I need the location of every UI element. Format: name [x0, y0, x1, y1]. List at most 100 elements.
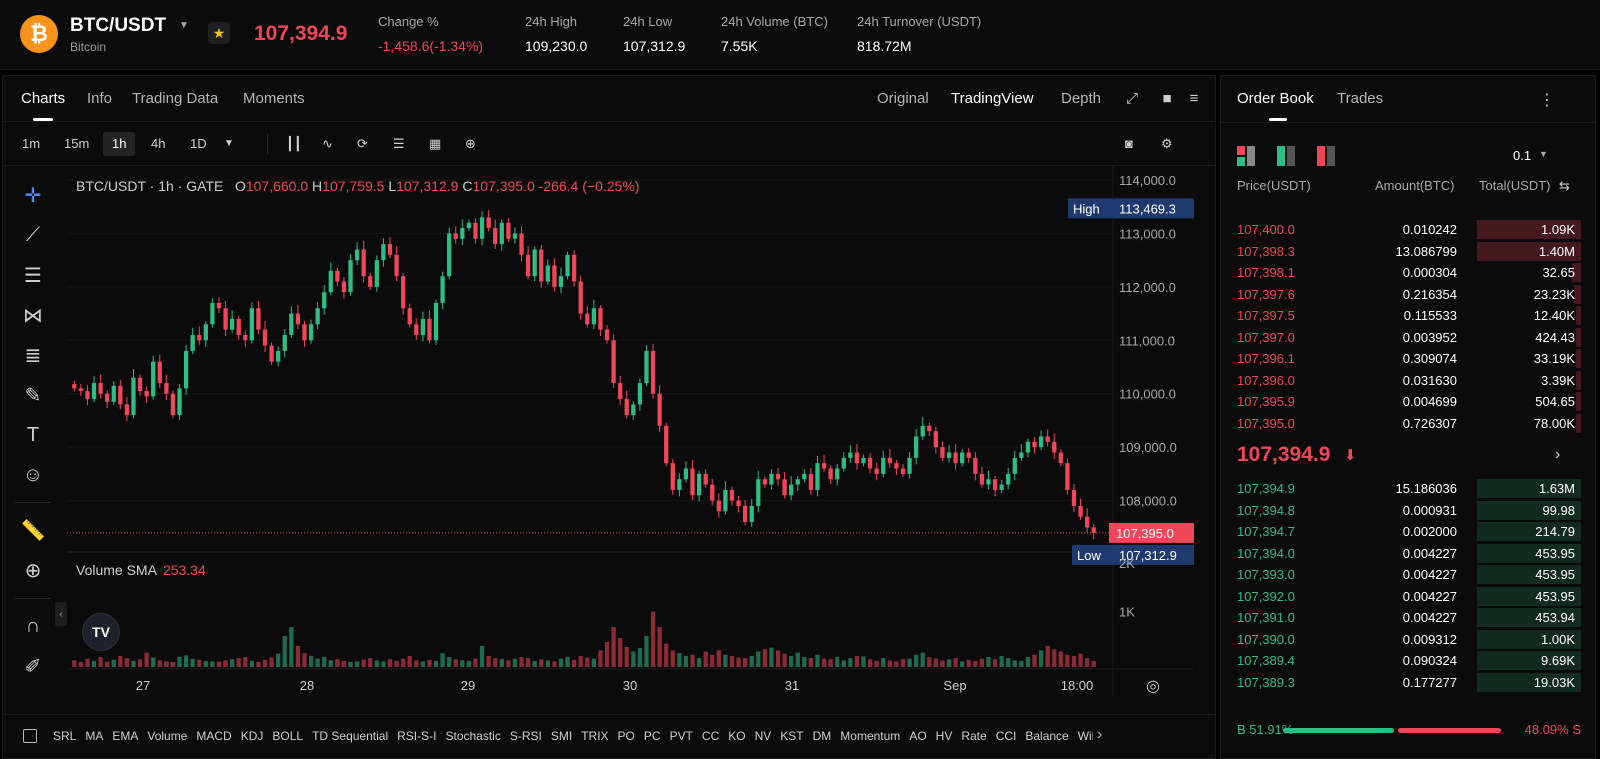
indicators-icon[interactable]: ∿ [322, 136, 333, 151]
ask-row[interactable]: 107,398.1 0.000304 32.65 [1221, 262, 1597, 283]
indicator-item[interactable]: S-RSI [509, 729, 542, 743]
pair-selector[interactable]: BTC/USDT [70, 15, 167, 36]
tab-moments[interactable]: Moments [243, 90, 305, 107]
indicator-item[interactable]: EMA [112, 729, 139, 743]
indicator-item[interactable]: MACD [196, 729, 232, 743]
refresh-icon[interactable]: ⟳ [357, 136, 368, 151]
brush-icon[interactable]: ✎ [24, 384, 42, 407]
chevron-down-icon[interactable]: ▼ [224, 138, 234, 149]
indicator-item[interactable]: Rate [961, 729, 987, 743]
interval-1d[interactable]: 1D [190, 136, 207, 151]
interval-1h[interactable]: 1h [103, 132, 136, 156]
trend-line-icon[interactable]: ⟋ [26, 223, 40, 246]
bid-row[interactable]: 107,389.4 0.090324 9.69K [1221, 650, 1597, 671]
bid-row[interactable]: 107,390.0 0.009312 1.00K [1221, 629, 1597, 650]
indicator-item[interactable]: KDJ [240, 729, 264, 743]
indicator-item[interactable]: TD Sequential [312, 729, 389, 743]
swap-icon[interactable]: ⇆ [1559, 178, 1570, 193]
camera-icon[interactable]: ◙ [1125, 136, 1133, 151]
view-tradingview[interactable]: TradingView [951, 90, 1034, 107]
interval-1m[interactable]: 1m [22, 136, 41, 151]
ask-row[interactable]: 107,395.9 0.004699 504.65 [1221, 391, 1597, 412]
indicator-item[interactable]: Balance [1025, 729, 1069, 743]
indicator-item[interactable]: AO [909, 729, 927, 743]
bid-row[interactable]: 107,394.8 0.000931 99.98 [1221, 500, 1597, 521]
star-favorite-icon[interactable]: ★ [208, 22, 230, 44]
bid-row[interactable]: 107,394.7 0.002000 214.79 [1221, 521, 1597, 542]
indicator-item[interactable]: RSI-S-I [397, 729, 437, 743]
window-icon[interactable]: ■ [1162, 90, 1172, 107]
indicator-item[interactable]: PVT [669, 729, 693, 743]
tradingview-logo-icon[interactable]: TV [82, 613, 120, 651]
tab-info[interactable]: Info [87, 90, 113, 107]
ask-row[interactable]: 107,397.6 0.216354 23.23K [1221, 284, 1597, 305]
indicator-item[interactable]: MA [85, 729, 104, 743]
chevron-down-icon[interactable]: ▼ [1539, 149, 1548, 159]
tab-charts[interactable]: Charts [21, 90, 66, 121]
indicator-item[interactable]: NV [754, 729, 772, 743]
magnet-icon[interactable]: ∩ [25, 614, 41, 637]
layout-grid-icon[interactable]: ▦ [429, 136, 442, 151]
indicator-item[interactable]: TRIX [581, 729, 609, 743]
indicator-item[interactable]: HV [935, 729, 953, 743]
bid-row[interactable]: 107,391.0 0.004227 453.94 [1221, 607, 1597, 628]
view-original[interactable]: Original [877, 90, 929, 107]
candlestick-type-icon[interactable]: ┃┃ [286, 136, 302, 151]
ask-row[interactable]: 107,397.0 0.003952 424.43 [1221, 327, 1597, 348]
fib-icon[interactable]: ≣ [24, 344, 42, 367]
more-options-icon[interactable]: ⋮ [1539, 92, 1555, 109]
indicator-item[interactable]: Momentum [840, 729, 901, 743]
chevron-down-icon[interactable]: ▼ [179, 20, 189, 31]
indicator-item[interactable]: BOLL [272, 729, 304, 743]
indicator-item[interactable]: Stochastic [445, 729, 501, 743]
crosshair-icon[interactable]: ✛ [24, 184, 42, 207]
bid-row[interactable]: 107,394.0 0.004227 453.95 [1221, 543, 1597, 564]
indicator-item[interactable]: William [1077, 729, 1093, 743]
bid-row[interactable]: 107,389.3 0.177277 19.03K [1221, 672, 1597, 693]
expand-icon[interactable]: ⤢ [1125, 90, 1138, 107]
price-chart[interactable]: 114,000.0 113,000.0 112,000.0 111,000.0 110,… [63, 166, 1203, 714]
bid-row[interactable]: 107,393.0 0.004227 453.95 [1221, 564, 1597, 585]
tab-trading-data[interactable]: Trading Data [132, 90, 219, 107]
bid-row[interactable]: 107,392.0 0.004227 453.95 [1221, 586, 1597, 607]
interval-15m[interactable]: 15m [64, 136, 90, 151]
bid-row[interactable]: 107,394.9 15.186036 1.63M [1221, 478, 1597, 499]
view-depth[interactable]: Depth [1061, 90, 1102, 107]
ask-row[interactable]: 107,397.5 0.115533 12.40K [1221, 305, 1597, 326]
indicator-item[interactable]: PO [617, 729, 635, 743]
ask-row[interactable]: 107,396.0 0.031630 3.39K [1221, 370, 1597, 391]
ask-row[interactable]: 107,396.1 0.309074 33.19K [1221, 348, 1597, 369]
chevron-right-icon[interactable]: › [1555, 446, 1561, 463]
ask-row[interactable]: 107,398.3 13.086799 1.40M [1221, 241, 1597, 262]
add-circle-icon[interactable]: ⊕ [465, 136, 476, 151]
mode-bids-icon[interactable] [1277, 146, 1297, 166]
calendar-icon[interactable] [23, 729, 37, 743]
indicator-item[interactable]: DM [812, 729, 832, 743]
indicator-item[interactable]: PC [643, 729, 661, 743]
indicator-item[interactable]: Volume [147, 729, 188, 743]
chevron-right-icon[interactable]: › [1097, 726, 1103, 743]
tab-order-book[interactable]: Order Book [1237, 90, 1314, 121]
mode-both-icon[interactable] [1237, 146, 1257, 166]
indicator-item[interactable]: SMI [550, 729, 573, 743]
menu-icon[interactable]: ≡ [1189, 90, 1199, 107]
pattern-icon[interactable]: ⋈ [23, 304, 43, 327]
interval-4h[interactable]: 4h [151, 136, 166, 151]
ask-row[interactable]: 107,395.0 0.726307 78.00K [1221, 413, 1597, 434]
precision-select[interactable]: 0.1 [1513, 148, 1532, 163]
ruler-icon[interactable]: 📏 [20, 519, 46, 542]
indicator-item[interactable]: CC [701, 729, 720, 743]
mode-asks-icon[interactable] [1317, 146, 1337, 166]
indicator-item[interactable]: KO [728, 729, 746, 743]
emoji-icon[interactable]: ☺ [22, 463, 44, 486]
indicator-item[interactable]: SRL [53, 729, 77, 743]
settings-gear-icon[interactable]: ⚙ [1161, 136, 1173, 151]
text-tool-icon[interactable]: T [26, 423, 40, 446]
zoom-in-icon[interactable]: ⊕ [24, 559, 42, 582]
tab-trades[interactable]: Trades [1337, 90, 1384, 107]
ask-row[interactable]: 107,400.0 0.010242 1.09K [1221, 219, 1597, 240]
chevron-left-icon[interactable]: ‹ [55, 602, 67, 626]
indicator-item[interactable]: CCI [995, 729, 1017, 743]
indicator-item[interactable]: KST [780, 729, 804, 743]
lock-drawing-icon[interactable]: ✐ [24, 655, 42, 678]
